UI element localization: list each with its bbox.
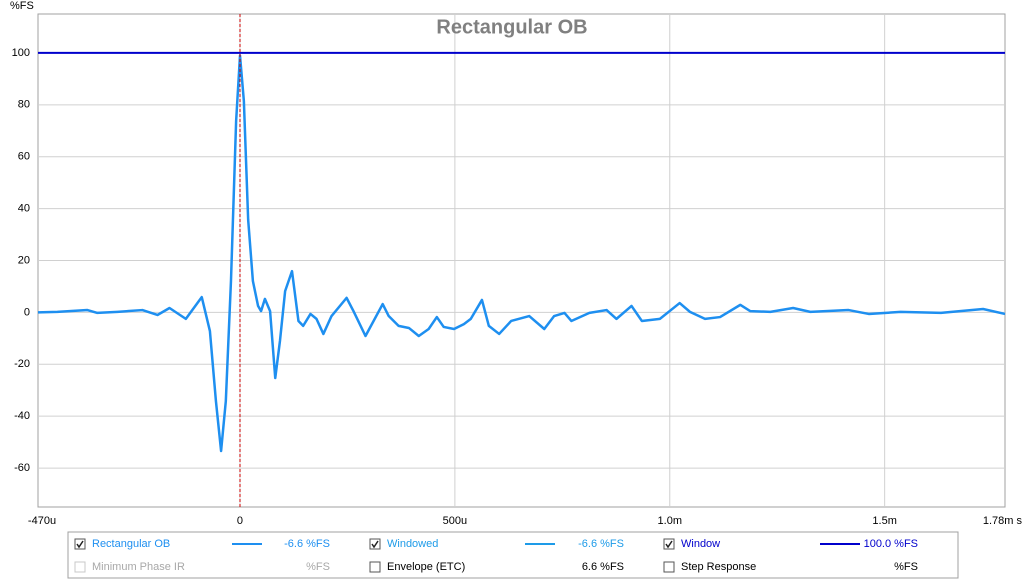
legend-value: -6.6 %FS: [284, 538, 330, 550]
checkbox[interactable]: [74, 561, 86, 573]
y-tick-label: 20: [18, 254, 30, 266]
x-tick-label: 500u: [443, 515, 467, 527]
y-axis-label: %FS: [10, 0, 34, 12]
y-tick-label: 60: [18, 151, 30, 163]
chart-title: Rectangular OB: [436, 16, 587, 38]
x-tick-label: -470u: [28, 515, 56, 527]
checkbox[interactable]: [74, 538, 86, 550]
y-tick-label: 100: [12, 47, 30, 59]
y-tick-label: 0: [24, 306, 30, 318]
legend-box: [67, 531, 959, 579]
legend-label: Minimum Phase IR: [92, 561, 185, 573]
series-line: [37, 54, 1006, 453]
legend-label: Rectangular OB: [92, 538, 170, 550]
x-tick-label: 1.5m: [872, 515, 896, 527]
y-tick-label: -40: [14, 410, 30, 422]
x-tick-label: 1.0m: [658, 515, 682, 527]
checkbox[interactable]: [369, 561, 381, 573]
y-tick-label: 40: [18, 203, 30, 215]
legend-label: Step Response: [681, 561, 756, 573]
checkbox[interactable]: [663, 538, 675, 550]
y-tick-label: 80: [18, 99, 30, 111]
legend-value: -6.6 %FS: [578, 538, 624, 550]
legend-label: Window: [681, 538, 720, 550]
y-tick-label: -20: [14, 358, 30, 370]
legend-label: Windowed: [387, 538, 438, 550]
checkmark: [76, 540, 84, 549]
legend-value: 6.6 %FS: [582, 561, 624, 573]
legend-value: 100.0 %FS: [864, 538, 918, 550]
checkbox[interactable]: [663, 561, 675, 573]
x-tick-label: 0: [237, 515, 243, 527]
x-tick-label: 1.78m s: [983, 515, 1023, 527]
legend-value: %FS: [894, 561, 918, 573]
legend-label: Envelope (ETC): [387, 561, 465, 573]
legend-value: %FS: [306, 561, 330, 573]
checkmark: [665, 540, 673, 549]
checkbox[interactable]: [369, 538, 381, 550]
y-tick-label: -60: [14, 462, 30, 474]
checkmark: [371, 540, 379, 549]
